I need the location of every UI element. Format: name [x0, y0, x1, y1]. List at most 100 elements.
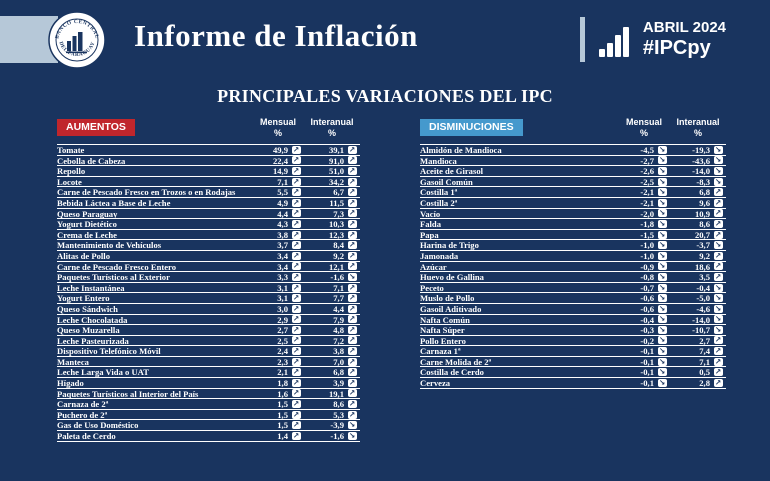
monthly-value: 2,7: [277, 325, 288, 336]
monthly-value: -2,1: [640, 197, 654, 208]
arrow-cell: ↗: [288, 324, 304, 334]
yearly-value: -3,7: [696, 240, 710, 251]
yearly-value: 9,2: [699, 250, 710, 261]
arrow-cell: ↗: [344, 325, 360, 334]
arrow-cell: ↘: [654, 356, 670, 366]
table-row: Locote 7,1 ↗ 34,2 ↗: [57, 177, 360, 188]
arrow-cell: ↘: [654, 188, 670, 197]
item-label: Alitas de Pollo: [57, 250, 110, 261]
table-row: Mandioca -2,7 ↘ -43,6 ↘: [420, 156, 726, 167]
table-row: Gas de Uso Doméstico 1,5 ↗ -3,9 ↘: [57, 420, 360, 432]
yearly-value: 34,2: [328, 176, 344, 187]
arrow-cell: ↗: [288, 389, 304, 398]
item-label: Dispositivo Telefónico Móvil: [57, 346, 161, 356]
up-arrow-icon: ↗: [291, 240, 301, 250]
table-row: Carne de Pescado Fresco Entero 3,4 ↗ 12,1 ↗: [57, 262, 360, 273]
arrow-cell: ↗: [288, 304, 304, 313]
arrow-cell: ↗: [344, 230, 360, 239]
item-label: Carnaza de 2ª: [57, 399, 109, 409]
monthly-value: 3,0: [277, 303, 288, 314]
arrow-cell: ↘: [654, 262, 670, 271]
table-row: Paquetes Turísticos al Interior del País…: [57, 389, 360, 400]
monthly-value: -0,8: [640, 272, 654, 283]
up-arrow-icon: ↗: [347, 377, 357, 387]
yearly-value: 9,6: [699, 197, 710, 208]
arrow-cell: ↘: [710, 241, 726, 250]
monthly-value: -2,0: [640, 208, 654, 219]
up-arrow-icon: ↗: [291, 346, 301, 356]
up-arrow-icon: ↗: [347, 346, 357, 356]
down-arrow-icon: ↘: [657, 144, 667, 154]
arrow-cell: ↗: [288, 421, 304, 430]
arrow-cell: ↗: [288, 282, 304, 292]
arrow-cell: ↗: [344, 346, 360, 356]
up-arrow-icon: ↗: [291, 197, 301, 207]
arrow-cell: ↗: [288, 272, 304, 281]
up-arrow-icon: ↗: [291, 399, 301, 409]
yearly-value: 3,9: [333, 378, 344, 389]
item-label: Carne Molida de 2ª: [420, 356, 492, 367]
arrow-cell: ↘: [654, 230, 670, 239]
yearly-value: 7,3: [333, 208, 344, 219]
monthly-value: 4,4: [277, 208, 288, 219]
report-period: ABRIL 2024: [642, 19, 726, 37]
down-arrow-icon: ↘: [713, 165, 723, 175]
item-label: Carne de Pescado Fresco Entero: [57, 261, 177, 272]
monthly-value: -0,1: [640, 367, 654, 378]
up-arrow-icon: ↗: [291, 282, 301, 292]
monthly-value: 3,7: [277, 240, 288, 251]
down-arrow-icon: ↘: [657, 356, 667, 366]
table-row: Costilla 1ª -2,1 ↘ 6,8 ↗: [420, 187, 726, 198]
up-arrow-icon: ↗: [291, 324, 301, 334]
table-row: Costilla de Cerdo -0,1 ↘ 0,5 ↗: [420, 367, 726, 379]
up-arrow-icon: ↗: [347, 367, 357, 377]
yearly-value: 91,0: [328, 155, 344, 166]
arrow-cell: ↘: [710, 177, 726, 186]
monthly-value: 1,4: [277, 431, 288, 442]
item-label: Leche Chocolatada: [57, 314, 128, 325]
yearly-value: 8,6: [699, 219, 710, 230]
up-arrow-icon: ↗: [291, 293, 301, 303]
down-arrow-icon: ↘: [713, 293, 723, 303]
arrow-cell: ↗: [288, 166, 304, 175]
item-label: Leche Larga Vida o UAT: [57, 367, 149, 378]
up-arrow-icon: ↗: [291, 335, 301, 345]
item-label: Locote: [57, 176, 82, 187]
monthly-value: 3,8: [277, 229, 288, 240]
item-label: Jamonada: [420, 250, 459, 261]
down-arrow-icon: ↘: [657, 155, 667, 165]
item-label: Mandioca: [420, 155, 457, 166]
monthly-value: -0,2: [640, 335, 654, 346]
item-label: Carne de Pescado Fresco en Trozos o en R…: [57, 187, 236, 197]
table-row: Paquetes Turísticos al Exterior 3,3 ↗ -1,6 ↘: [57, 272, 360, 283]
up-arrow-icon: ↗: [713, 208, 723, 218]
up-arrow-icon: ↗: [347, 293, 357, 303]
down-arrow-icon: ↘: [657, 314, 667, 324]
monthly-value: 1,6: [277, 388, 288, 399]
item-label: Falda: [420, 219, 442, 229]
monthly-value: -0,3: [640, 325, 654, 336]
table-row: Nafta Súper -0,3 ↘ -10,7 ↘: [420, 325, 726, 336]
down-arrow-icon: ↘: [713, 303, 723, 313]
item-label: Gas de Uso Doméstico: [57, 420, 139, 431]
arrow-cell: ↗: [288, 357, 304, 366]
item-label: Tomate: [57, 145, 85, 155]
up-arrow-icon: ↗: [347, 197, 357, 207]
arrow-cell: ↘: [654, 166, 670, 175]
item-label: Queso Sándwich: [57, 303, 118, 314]
table-row: Leche Larga Vida o UAT 2,1 ↗ 6,8 ↗: [57, 367, 360, 379]
arrow-cell: ↗: [710, 368, 726, 377]
arrow-cell: ↗: [344, 219, 360, 228]
table-row: Almidón de Mandioca -4,5 ↘ -19,3 ↘: [420, 145, 726, 156]
item-label: Costilla 1ª: [420, 187, 458, 197]
arrow-cell: ↗: [344, 145, 360, 154]
yearly-value: 7,7: [333, 293, 344, 304]
yearly-value: 7,1: [699, 356, 710, 367]
up-arrow-icon: ↗: [291, 409, 301, 419]
down-arrow-icon: ↘: [713, 314, 723, 324]
yearly-value: 5,3: [333, 409, 344, 420]
down-arrow-icon: ↘: [347, 430, 357, 440]
item-label: Bebida Láctea a Base de Leche: [57, 197, 171, 208]
arrow-cell: ↗: [288, 368, 304, 377]
arrow-cell: ↘: [654, 336, 670, 345]
